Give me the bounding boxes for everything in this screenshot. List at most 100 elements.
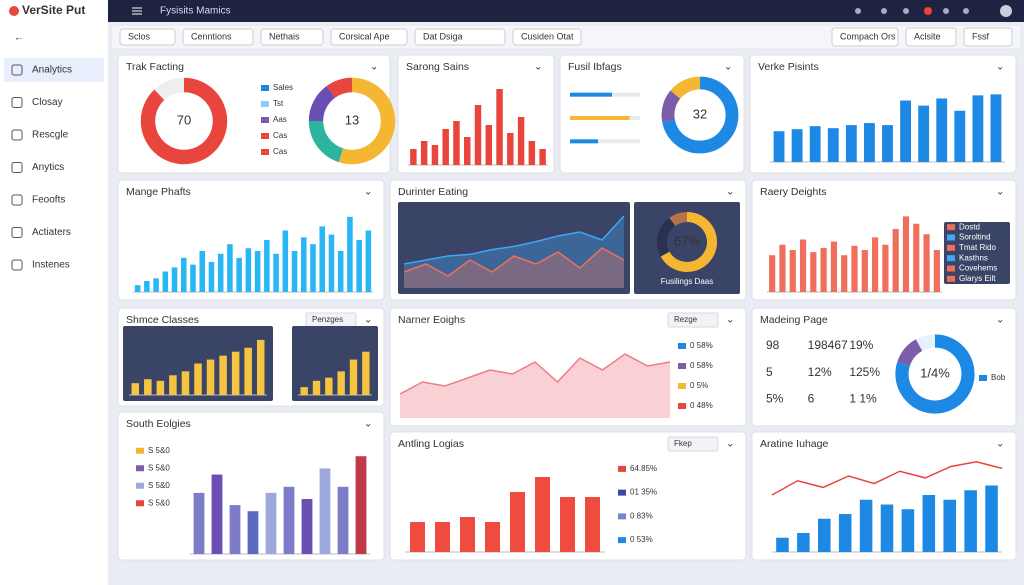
bar — [291, 251, 298, 292]
card-menu[interactable]: ⌄ — [364, 315, 372, 326]
nav-item[interactable]: Feoofts — [32, 195, 65, 206]
legend-label: Dostd — [959, 222, 980, 231]
icon[interactable] — [903, 8, 909, 14]
bar — [347, 216, 353, 292]
stat: 5 — [766, 365, 773, 379]
legend-swatch — [261, 85, 269, 91]
legend-swatch — [678, 383, 686, 389]
bar — [900, 100, 911, 162]
card-menu[interactable]: ⌄ — [364, 419, 372, 430]
bar — [791, 129, 803, 162]
legend-swatch — [618, 465, 626, 472]
bar — [420, 141, 428, 165]
icon[interactable] — [881, 8, 887, 14]
sidebar-active — [4, 58, 104, 82]
nav-item[interactable]: Closay — [32, 97, 63, 108]
legend-label: S 5&0 — [148, 498, 170, 507]
bar — [156, 380, 165, 395]
card-menu[interactable]: ⌄ — [726, 315, 734, 326]
legend-label: 01 35% — [630, 488, 657, 497]
card-menu[interactable]: ⌄ — [996, 187, 1004, 198]
icon[interactable] — [855, 8, 861, 14]
bar — [776, 537, 789, 552]
bar — [301, 237, 307, 292]
action-button[interactable] — [905, 27, 957, 47]
filter[interactable] — [260, 28, 324, 46]
card-menu[interactable]: ⌄ — [724, 62, 732, 73]
bar — [460, 517, 475, 552]
filter[interactable] — [119, 28, 176, 46]
legend-swatch — [618, 489, 626, 496]
card-menu[interactable]: ⌄ — [996, 315, 1004, 326]
card-menu[interactable]: ⌄ — [534, 62, 542, 73]
bar — [199, 251, 205, 292]
nav-item[interactable]: Instenes — [32, 260, 70, 271]
card-title: Narner Eoighs — [398, 314, 465, 326]
nav-icon — [11, 97, 23, 108]
bar — [464, 137, 471, 165]
card-button[interactable] — [667, 312, 719, 328]
legend-label: 0 53% — [630, 535, 653, 544]
bar — [169, 375, 177, 395]
bar — [913, 223, 920, 292]
card-menu[interactable]: ⌄ — [364, 187, 372, 198]
card-menu[interactable]: ⌄ — [996, 62, 1004, 73]
bar — [217, 253, 224, 292]
nav-item[interactable]: Rescgle — [32, 130, 69, 141]
donut-center: 67% — [674, 233, 700, 248]
bar — [410, 522, 425, 552]
legend-label: 0 58% — [690, 341, 713, 350]
filter[interactable] — [414, 28, 506, 46]
donut-segment — [669, 212, 688, 227]
card-menu[interactable]: ⌄ — [370, 62, 378, 73]
bar — [954, 110, 966, 162]
legend-swatch — [261, 101, 269, 107]
bar — [923, 234, 930, 292]
bar — [851, 245, 858, 292]
menu-icon[interactable] — [132, 7, 142, 15]
bar — [773, 131, 785, 162]
nav-item[interactable]: Actiaters — [32, 227, 71, 238]
legend-swatch — [136, 482, 144, 489]
avatar[interactable] — [1000, 5, 1012, 17]
card-title: Fusil Ibfags — [568, 61, 622, 73]
action-label: Fssf — [972, 31, 989, 41]
bar — [845, 125, 857, 162]
nav-item[interactable]: Analytics — [32, 65, 72, 76]
legend-swatch — [136, 500, 144, 507]
bar — [892, 229, 899, 292]
bar — [453, 121, 460, 165]
back-arrow[interactable]: ← — [14, 33, 24, 44]
filter-label: Corsical Ape — [339, 31, 390, 41]
card-menu[interactable]: ⌄ — [996, 439, 1004, 450]
nav-item[interactable]: Anytics — [32, 162, 64, 173]
bar — [301, 499, 313, 554]
card-menu[interactable]: ⌄ — [726, 187, 734, 198]
legend-label: 0 48% — [690, 401, 713, 410]
bar — [485, 125, 492, 165]
area-line — [399, 353, 671, 395]
legend-swatch — [261, 117, 269, 123]
action-button[interactable] — [831, 27, 899, 47]
bar — [972, 95, 984, 162]
icon[interactable] — [943, 8, 949, 14]
action-button[interactable] — [963, 27, 1013, 47]
filter[interactable] — [182, 28, 254, 46]
card-button[interactable] — [667, 436, 719, 452]
card-title: Madeing Page — [760, 314, 828, 326]
card-title: Verke Pisints — [758, 61, 819, 73]
icon[interactable] — [963, 8, 969, 14]
filter[interactable] — [330, 28, 408, 46]
bar — [933, 250, 940, 292]
bar — [769, 255, 776, 292]
donut-segment — [140, 77, 228, 165]
filter[interactable] — [512, 28, 582, 46]
track — [570, 139, 640, 144]
bar — [535, 477, 550, 552]
icon[interactable] — [924, 7, 932, 15]
bar — [355, 456, 367, 554]
legend-swatch — [261, 149, 269, 155]
card-menu[interactable]: ⌄ — [726, 439, 734, 450]
donut-center: 32 — [693, 106, 707, 121]
